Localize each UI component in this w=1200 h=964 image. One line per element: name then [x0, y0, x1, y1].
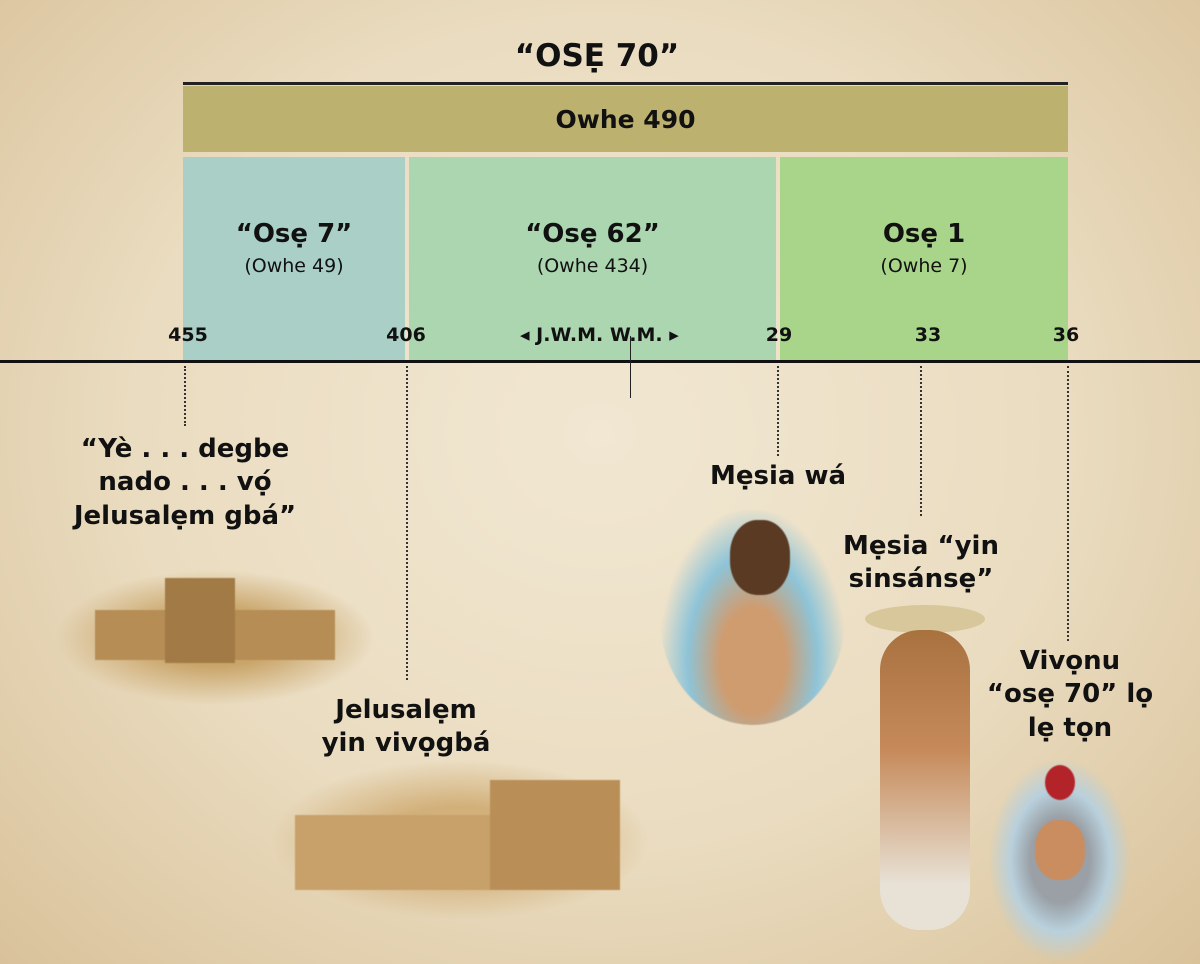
ruined-city-illustration: [55, 570, 375, 705]
tick-36: 36: [1052, 324, 1080, 346]
roman-soldier-illustration: [990, 760, 1130, 960]
dotted-connector: [920, 366, 922, 516]
segment-years: (Owhe 434): [536, 255, 649, 277]
segment-7-weeks: “Osẹ 7” (Owhe 49): [183, 157, 405, 361]
label-line: nado . . . vọ́: [98, 467, 272, 498]
total-years-label: Owhe 490: [555, 104, 696, 134]
label-line: Mẹsia “yin: [843, 531, 999, 561]
label-line: Mẹsia wá: [709, 461, 847, 491]
event-end-70-weeks-label: Vivọnu “osẹ 70” lọ lẹ tọn: [987, 645, 1153, 745]
segment-heading: Osẹ 1: [882, 219, 966, 249]
dotted-connector: [777, 366, 779, 456]
era-divider: [630, 336, 631, 398]
span-line: [183, 82, 1068, 85]
era-label: ◂ J.W.M. W.M. ▸: [520, 324, 679, 346]
era-text: J.W.M. W.M.: [536, 324, 663, 346]
dotted-connector: [1067, 366, 1069, 641]
timeline-axis: [0, 360, 1200, 363]
segment-heading: “Osẹ 62”: [525, 219, 660, 249]
tick-29: 29: [765, 324, 793, 346]
baptism-illustration: [660, 510, 845, 725]
event-messiah-cut-off-label: Mẹsia “yin sinsánsẹ”: [843, 530, 999, 597]
label-line: “Yè . . . degbe: [80, 434, 290, 464]
rebuilt-city-illustration: [270, 760, 650, 920]
segment-62-weeks: “Osẹ 62” (Owhe 434): [409, 157, 776, 361]
label-line: Jelusalẹm gbá”: [73, 500, 297, 531]
segment-1-week: Osẹ 1 (Owhe 7): [780, 157, 1068, 361]
label-line: sinsánsẹ”: [848, 564, 994, 595]
segment-heading: “Osẹ 7”: [235, 219, 353, 249]
diagram-title: “OSẸ 70”: [514, 38, 680, 74]
event-messiah-appears-label: Mẹsia wá: [710, 460, 846, 493]
label-line: Vivọnu: [1019, 646, 1121, 676]
tick-406: 406: [386, 324, 426, 346]
label-line: “osẹ 70” lọ: [986, 679, 1154, 710]
dotted-connector: [406, 366, 408, 680]
dotted-connector: [184, 366, 186, 426]
arrow-left-icon: ◂: [520, 324, 530, 346]
label-line: lẹ tọn: [1027, 712, 1113, 743]
tick-33: 33: [914, 324, 942, 346]
segment-years: (Owhe 7): [880, 255, 968, 277]
label-line: Jelusalẹm: [335, 695, 477, 725]
stake-sign-illustration: [865, 605, 985, 633]
segment-years: (Owhe 49): [244, 255, 344, 277]
total-years-bar: Owhe 490: [183, 86, 1068, 152]
event-rebuilt-label: Jelusalẹm yin vivọgbá: [322, 694, 491, 761]
tick-455: 455: [168, 324, 208, 346]
impaled-messiah-illustration: [880, 630, 970, 930]
event-decree-label: “Yè . . . degbe nado . . . vọ́ Jelusalẹm…: [74, 433, 296, 533]
arrow-right-icon: ▸: [669, 324, 679, 346]
label-line: yin vivọgbá: [321, 728, 491, 759]
